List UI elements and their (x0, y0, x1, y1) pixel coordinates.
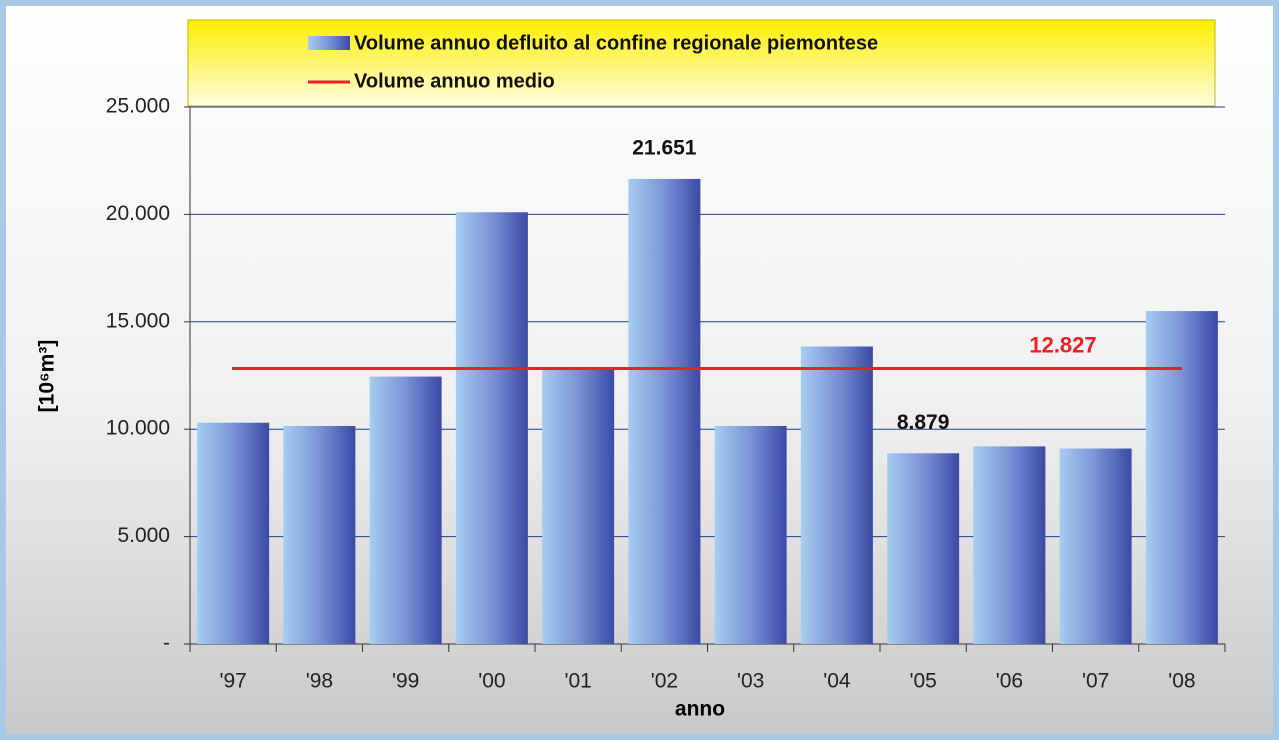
bar (283, 425, 356, 644)
x-tick-label: '05 (909, 670, 936, 693)
bar (628, 178, 701, 644)
y-tick-label: 5.000 (117, 524, 170, 547)
y-tick-label: 25.000 (106, 95, 170, 118)
legend-box (187, 19, 1216, 107)
bar (542, 367, 615, 644)
bar (973, 446, 1046, 644)
x-axis-label: anno (675, 698, 725, 721)
mean-label: 12.827 (1029, 332, 1096, 357)
data-label: 21.651 (632, 136, 697, 159)
x-tick-label: '06 (996, 670, 1023, 693)
legend-label: Volume annuo medio (354, 70, 555, 92)
bar (800, 346, 873, 644)
bar (369, 376, 442, 644)
x-tick-label: '98 (306, 670, 333, 693)
x-tick-label: '01 (564, 670, 591, 693)
bar (714, 425, 787, 644)
x-tick-label: '99 (392, 670, 419, 693)
x-tick-label: '07 (1082, 670, 1109, 693)
x-tick-label: '03 (737, 670, 764, 693)
bar (1059, 448, 1132, 644)
y-tick-label: 15.000 (106, 309, 170, 332)
y-tick-label: - (163, 632, 170, 655)
x-tick-label: '04 (823, 670, 851, 693)
x-tick-label: '02 (651, 670, 678, 693)
bar (887, 453, 960, 644)
y-tick-label: 20.000 (106, 202, 170, 225)
legend-label: Volume annuo defluito al confine regiona… (354, 32, 878, 54)
bar (197, 422, 270, 644)
y-axis-label: [10⁶m³] (36, 340, 59, 413)
x-tick-label: '97 (219, 670, 246, 693)
legend-swatch (308, 36, 350, 50)
y-tick-label: 10.000 (106, 417, 170, 440)
bar (455, 212, 528, 644)
x-tick-label: '00 (478, 670, 505, 693)
bar (1145, 311, 1218, 644)
data-label: 8.879 (897, 411, 950, 434)
x-tick-label: '08 (1168, 670, 1195, 693)
